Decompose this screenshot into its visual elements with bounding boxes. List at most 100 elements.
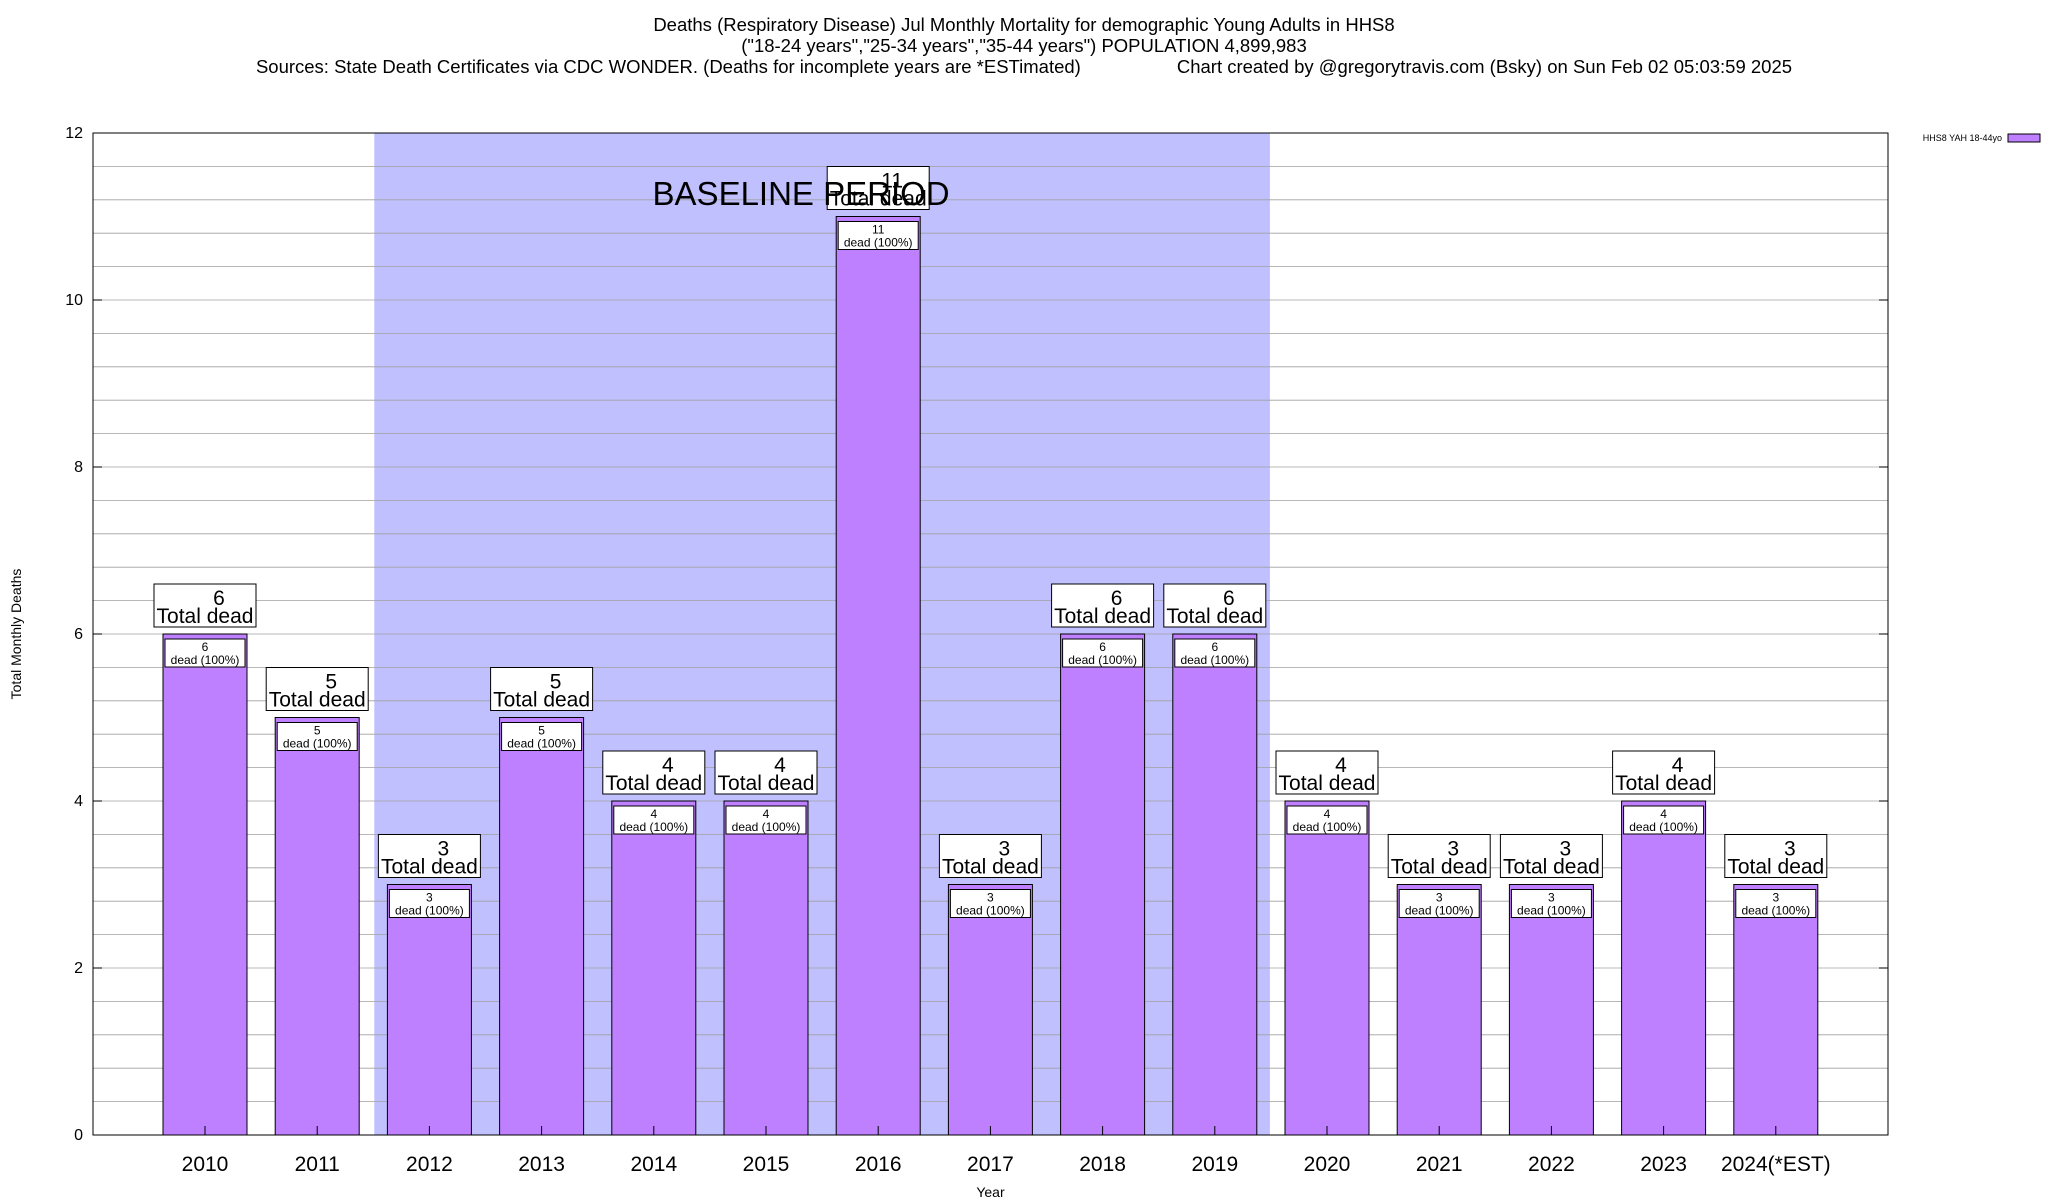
total-label-text: Total dead	[1615, 772, 1712, 795]
inner-label-value: 3	[1436, 891, 1443, 905]
x-tick-label-2023: 2023	[1640, 1153, 1687, 1176]
y-axis-title: Total Monthly Deaths	[8, 569, 24, 700]
inner-label-value: 4	[1324, 807, 1331, 821]
total-label-value: 6	[213, 587, 225, 610]
total-label-box	[1724, 834, 1828, 878]
inner-label-value: 6	[1211, 640, 1218, 654]
total-label-box	[1499, 834, 1603, 878]
total-label-value: 3	[438, 838, 450, 861]
bars-layer	[162, 216, 1819, 1136]
inner-label-box	[1062, 638, 1144, 668]
chart-title-block: Deaths (Respiratory Disease) Jul Monthly…	[0, 14, 2048, 77]
inner-label-text: dead (100%)	[1405, 904, 1474, 918]
inner-label-value: 4	[763, 807, 770, 821]
total-label-box	[1051, 583, 1155, 628]
inner-label-box	[837, 221, 919, 250]
x-tick-label-2021: 2021	[1416, 1153, 1463, 1176]
inner-label-box	[1174, 638, 1256, 668]
legend-label: HHS8 YAH 18-44yo	[1923, 133, 2002, 143]
total-label-text: Total dead	[1727, 856, 1824, 879]
total-label-text: Total dead	[1503, 856, 1600, 879]
total-label-box	[826, 166, 930, 210]
chart-subtitle-line: Sources: State Death Certificates via CD…	[0, 56, 2048, 77]
bar-2014	[611, 800, 697, 1136]
total-label-text: Total dead	[493, 689, 590, 712]
inner-label-box	[1510, 889, 1592, 918]
y-tick-label: 4	[74, 793, 83, 810]
inner-label-value: 3	[426, 891, 433, 905]
total-label-value: 3	[1447, 838, 1459, 861]
x-tick-label-2016: 2016	[855, 1153, 902, 1176]
x-tick-label-2011: 2011	[295, 1153, 340, 1176]
bar-2013	[499, 717, 585, 1136]
total-label-text: Total dead	[605, 772, 702, 795]
x-tick-label-2020: 2020	[1304, 1153, 1351, 1176]
y-tick-label: 0	[74, 1127, 83, 1144]
axis-layer: 0 2 4 6 8 10 12 2010 2011 2012 2013 2014 2015 2016 201…	[65, 125, 1888, 1176]
total-label-value: 3	[1784, 838, 1796, 861]
bar-2010	[162, 633, 248, 1136]
inner-label-value: 4	[650, 807, 657, 821]
total-label-text: Total dead	[157, 605, 254, 628]
x-tick-label-2024(*EST): 2024(*EST)	[1721, 1153, 1831, 1176]
inner-label-text: dead (100%)	[956, 904, 1025, 918]
inner-label-box	[725, 805, 807, 835]
inner-label-text: dead (100%)	[395, 904, 464, 918]
chart-sources: Sources: State Death Certificates via CD…	[255, 56, 1081, 77]
bar-2016	[835, 216, 921, 1136]
inner-label-text: dead (100%)	[507, 737, 576, 751]
baseline-label: BASELINE PERIOD	[653, 175, 950, 212]
bar-2018	[1060, 633, 1146, 1136]
inner-label-text: dead (100%)	[619, 820, 688, 834]
total-label-value: 4	[774, 754, 786, 777]
total-label-text: Total dead	[830, 188, 927, 211]
inner-label-text: dead (100%)	[283, 737, 352, 751]
total-label-box	[1163, 583, 1267, 628]
inner-label-value: 5	[538, 724, 545, 738]
x-tick-label-2022: 2022	[1528, 1153, 1575, 1176]
inner-label-box	[276, 722, 358, 751]
y-tick-label: 8	[74, 459, 83, 476]
total-label-box	[602, 750, 706, 795]
inner-label-box	[949, 889, 1031, 918]
total-label-value: 4	[1672, 754, 1684, 777]
x-tick-label-2017: 2017	[967, 1153, 1014, 1176]
inner-label-box	[1735, 889, 1817, 918]
inner-label-box	[501, 722, 583, 751]
inner-label-value: 3	[1548, 891, 1555, 905]
inner-label-text: dead (100%)	[171, 653, 240, 667]
inner-label-value: 3	[987, 891, 994, 905]
chart-title-line-2: ("18-24 years","25-34 years","35-44 year…	[741, 35, 1307, 56]
inner-label-text: dead (100%)	[1180, 653, 1249, 667]
inner-label-text: dead (100%)	[1293, 820, 1362, 834]
inner-label-value: 6	[202, 640, 209, 654]
total-label-box	[714, 750, 818, 795]
inner-label-text: dead (100%)	[1741, 904, 1810, 918]
chart-title-line-1: Deaths (Respiratory Disease) Jul Monthly…	[653, 14, 1395, 35]
bar-2023	[1621, 800, 1707, 1136]
total-label-value: 5	[550, 671, 562, 694]
total-label-text: Total dead	[1391, 856, 1488, 879]
total-label-box	[1275, 750, 1379, 795]
bar-2017	[947, 884, 1033, 1136]
total-label-value: 4	[1335, 754, 1347, 777]
x-tick-label-2010: 2010	[182, 1153, 229, 1176]
bar-2015	[723, 800, 809, 1136]
y-tick-label: 6	[74, 626, 83, 643]
inner-label-box	[1398, 889, 1480, 918]
